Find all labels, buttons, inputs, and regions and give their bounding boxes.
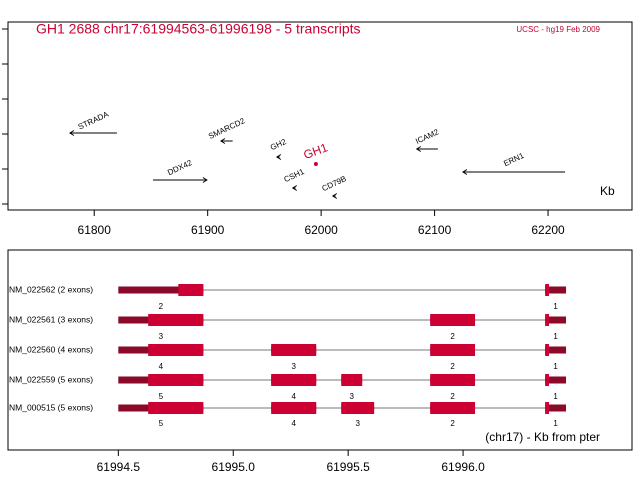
transcript-label: NM_022559 (5 exons) <box>9 374 93 384</box>
exon-cds <box>430 402 476 414</box>
exon-cds <box>271 374 317 386</box>
left-ticks <box>2 28 8 205</box>
exon-cds <box>545 402 550 414</box>
exon-label: 2 <box>450 392 455 401</box>
arrow-head <box>415 146 422 152</box>
x-axis-label: Kb <box>600 184 615 198</box>
gene-label: SMARCD2 <box>207 116 247 141</box>
exon-label: 1 <box>553 302 558 311</box>
exon-label: 2 <box>450 362 455 371</box>
exon-label: 3 <box>159 332 164 341</box>
exon <box>545 404 567 412</box>
exon-cds <box>341 374 363 386</box>
gene-label: ERN1 <box>502 151 526 168</box>
arrow-head <box>275 154 282 160</box>
exon-label: 4 <box>159 362 164 371</box>
gene-label: STRADA <box>77 109 111 131</box>
exon-cds <box>545 344 550 356</box>
exon-label: 3 <box>355 419 360 428</box>
exon-cds <box>545 314 550 326</box>
arrow-head <box>69 130 75 136</box>
exon-label: 2 <box>450 332 455 341</box>
top-panel <box>7 21 633 211</box>
exon-label: 2 <box>159 302 164 311</box>
exon-cds <box>148 374 204 386</box>
arrow-head <box>331 193 338 199</box>
gene-label: DDX42 <box>166 158 194 177</box>
exon-label: 4 <box>291 419 296 428</box>
transcript-label: NM_022562 (2 exons) <box>9 284 93 294</box>
arrow-head <box>291 185 298 191</box>
exon <box>545 376 567 384</box>
exon-cds <box>148 402 204 414</box>
exon-label: 1 <box>553 419 558 428</box>
exon-label: 3 <box>349 392 354 401</box>
x-tick-label: 62000 <box>304 223 338 237</box>
gene-label: GH2 <box>269 137 288 152</box>
exon-cds <box>545 374 550 386</box>
exon-label: 1 <box>553 392 558 401</box>
gene-label: GH1 <box>302 140 330 162</box>
x-tick-label: 61995.0 <box>212 460 256 474</box>
x-tick-label: 61995.5 <box>326 460 370 474</box>
transcript-label: NM_000515 (5 exons) <box>9 402 93 412</box>
x-tick-label: 61994.5 <box>97 460 141 474</box>
exon <box>545 316 567 324</box>
exon-label: 1 <box>553 362 558 371</box>
gene-label: CD79B <box>321 174 348 193</box>
exon-label: 5 <box>159 419 164 428</box>
exon-cds <box>271 344 317 356</box>
exon-cds <box>545 284 550 296</box>
exon-cds <box>178 284 204 296</box>
transcript-label: NM_022561 (3 exons) <box>9 314 93 324</box>
exon-cds <box>430 344 476 356</box>
exon <box>545 286 567 294</box>
exon <box>118 286 204 294</box>
exon-label: 3 <box>291 362 296 371</box>
exon <box>545 346 567 354</box>
chart-title: GH1 2688 chr17:61994563-61996198 - 5 tra… <box>36 21 361 37</box>
x-tick-label: 62200 <box>531 223 565 237</box>
arrow-head <box>220 138 226 144</box>
gene-label: CSH1 <box>283 167 307 184</box>
gene-label: ICAM2 <box>414 127 440 146</box>
exon-label: 1 <box>553 332 558 341</box>
exon-label: 4 <box>291 392 296 401</box>
exon-label: 2 <box>450 419 455 428</box>
subtitle: UCSC - hg19 Feb 2009 <box>516 25 600 34</box>
exon-cds <box>148 344 204 356</box>
x-axis-label: (chr17) - Kb from pter <box>485 430 600 444</box>
exon-cds <box>430 374 476 386</box>
exon-cds <box>341 402 375 414</box>
exon-cds <box>430 314 476 326</box>
exon-cds <box>271 402 317 414</box>
arrow-head <box>462 169 468 175</box>
x-tick-label: 61900 <box>191 223 225 237</box>
transcript-label: NM_022560 (4 exons) <box>9 344 93 354</box>
exon-cds <box>148 314 204 326</box>
gene-mark <box>313 162 318 166</box>
exon-label: 5 <box>159 392 164 401</box>
x-tick-label: 61800 <box>78 223 112 237</box>
x-tick-label: 62100 <box>418 223 452 237</box>
arrow-head <box>202 177 208 183</box>
x-tick-label: 61996.0 <box>441 460 485 474</box>
bottom-panel <box>7 249 633 451</box>
